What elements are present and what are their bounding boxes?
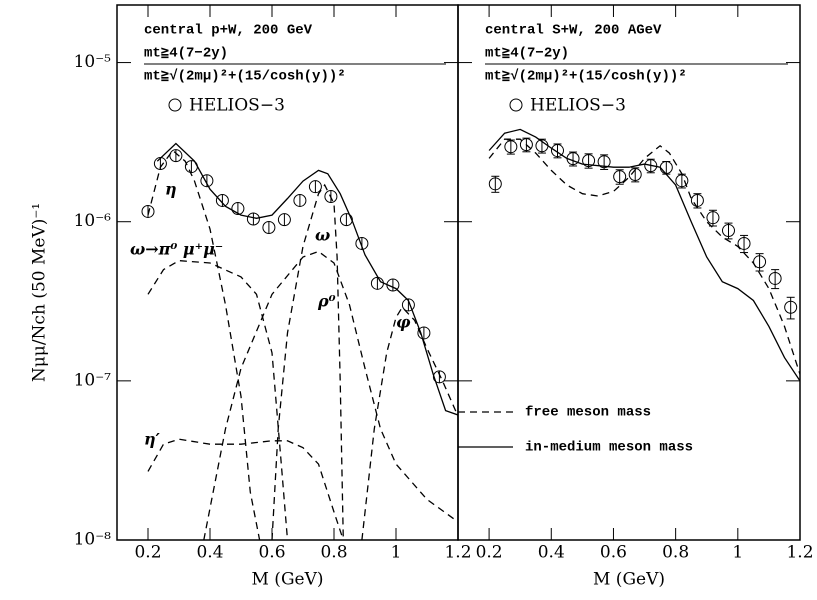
x-axis-label: M (GeV) xyxy=(593,570,665,590)
data-point xyxy=(550,144,564,158)
panel-frame xyxy=(116,4,459,541)
data-point xyxy=(215,193,229,207)
data-point xyxy=(613,170,627,184)
data-point xyxy=(308,180,322,194)
data-point xyxy=(737,236,751,250)
legend-label: HELIOS−3 xyxy=(530,96,626,116)
data-point xyxy=(597,155,611,169)
x-tick-label: 0.2 xyxy=(134,543,161,563)
annotation: central S+W, 200 AGeV xyxy=(485,23,662,39)
y-tick-label: 10⁻⁸ xyxy=(74,530,112,550)
legend-symbol xyxy=(168,98,182,112)
curve-label: η′ xyxy=(144,430,161,449)
x-tick-label: 0.4 xyxy=(538,543,565,563)
solid-curve xyxy=(488,128,800,382)
dashed-curve xyxy=(147,438,344,540)
annotation: mt≧4(7−2y) xyxy=(144,46,228,62)
annotation: mt≧4(7−2y) xyxy=(485,46,569,62)
data-point xyxy=(768,271,782,285)
x-tick-label: 0.4 xyxy=(196,543,223,563)
y-tick-label: 10⁻⁵ xyxy=(74,52,112,72)
data-point xyxy=(324,190,338,204)
data-point xyxy=(753,255,767,269)
dashed-curve xyxy=(147,259,289,540)
data-point xyxy=(231,202,245,216)
data-point xyxy=(169,149,183,163)
curve-label: η xyxy=(165,180,177,199)
legend-label: in-medium meson mass xyxy=(525,440,693,456)
x-tick-label: 0.8 xyxy=(320,543,347,563)
x-tick-label: 1 xyxy=(391,543,402,563)
data-point xyxy=(721,224,735,238)
x-tick-label: 0.6 xyxy=(258,543,285,563)
legend-label: free meson mass xyxy=(525,405,651,421)
legend-symbol xyxy=(509,98,523,112)
x-tick-label: 0.6 xyxy=(600,543,627,563)
plot-area xyxy=(488,128,800,382)
data-point xyxy=(141,204,155,218)
annotation: central p+W, 200 GeV xyxy=(144,23,313,39)
data-point xyxy=(784,300,798,314)
data-point xyxy=(293,193,307,207)
data-point xyxy=(644,159,658,173)
y-tick-label: 10⁻⁷ xyxy=(74,370,112,390)
dashed-curve xyxy=(203,250,458,540)
x-tick-label: 0.8 xyxy=(662,543,689,563)
data-point xyxy=(519,138,533,152)
data-point xyxy=(277,213,291,227)
dashed-curve xyxy=(488,138,800,375)
data-point xyxy=(504,140,518,154)
data-point xyxy=(246,212,260,226)
legend-label: HELIOS−3 xyxy=(189,96,285,116)
y-tick-label: 10⁻⁶ xyxy=(74,211,112,231)
data-point xyxy=(706,211,720,225)
data-point xyxy=(355,236,369,250)
data-point xyxy=(690,193,704,207)
data-point xyxy=(417,326,431,340)
data-point xyxy=(262,220,276,234)
data-point xyxy=(488,177,502,191)
x-tick-label: 1.2 xyxy=(786,543,813,563)
curve-label: ω xyxy=(315,226,330,245)
data-point xyxy=(628,167,642,181)
dashed-curve xyxy=(361,306,458,540)
plot-area xyxy=(141,142,458,540)
solid-curve xyxy=(156,142,458,416)
x-tick-label: 0.2 xyxy=(476,543,503,563)
dashed-curve xyxy=(271,183,344,540)
dashed-curve xyxy=(147,149,261,540)
x-tick-label: 1 xyxy=(732,543,743,563)
data-point xyxy=(401,298,415,312)
annotation: mt≧√(2mμ)²+(15/cosh(y))² xyxy=(144,68,346,85)
panel-frame xyxy=(457,4,801,541)
data-point xyxy=(200,174,214,188)
data-point xyxy=(582,154,596,168)
y-axis-label: Nμμ/Nch (50 MeV)⁻¹ xyxy=(30,203,50,382)
x-axis-label: M (GeV) xyxy=(252,570,324,590)
curve-label: φ xyxy=(396,313,411,332)
annotation: mt≧√(2mμ)²+(15/cosh(y))² xyxy=(485,68,687,85)
curve-label: ω→π⁰ μ⁺μ⁻ xyxy=(130,240,223,259)
curve-label: ρ⁰ xyxy=(317,292,336,311)
x-tick-label: 1.2 xyxy=(444,543,471,563)
